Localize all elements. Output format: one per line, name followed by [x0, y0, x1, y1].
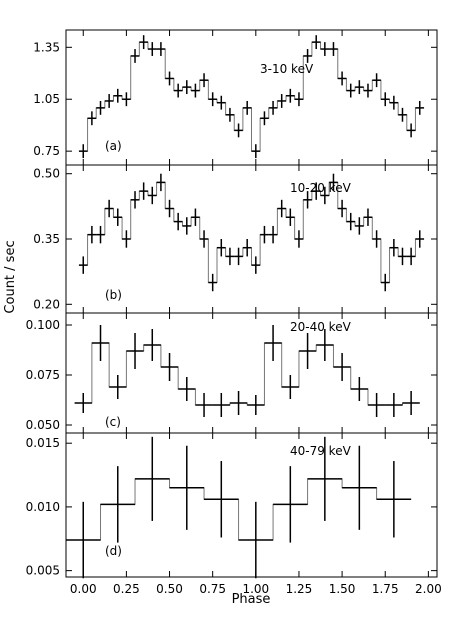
x-tick-label: 1.25 [286, 582, 313, 596]
panel-2-y-tick-label: 0.50 [33, 167, 60, 181]
panel-4-step-line [66, 478, 412, 541]
panel-3-energy-label: 20-40 keV [290, 320, 352, 334]
panel-4-energy-label: 40-79 keV [290, 444, 352, 458]
x-tick-label: 1.50 [329, 582, 356, 596]
x-tick-label: 1.00 [242, 582, 269, 596]
x-axis-label: Phase [232, 592, 271, 607]
panel-4-letter: (d) [105, 544, 122, 558]
panel-1-energy-label: 3-10 keV [260, 62, 314, 76]
panel-3-letter: (c) [105, 415, 121, 429]
panel-2-y-tick-label: 0.20 [33, 297, 60, 311]
panel-4-y-tick-label: 0.005 [26, 564, 60, 578]
panel-4-y-tick-label: 0.010 [26, 500, 60, 514]
panel-2-step-line [78, 181, 425, 284]
panel-2-energy-label: 10-20 keV [290, 181, 352, 195]
x-tick-label: 2.00 [415, 582, 442, 596]
panel-3-step-line [74, 342, 420, 406]
x-tick-label: 1.75 [372, 582, 399, 596]
panel-1-y-tick-label: 0.75 [33, 144, 60, 158]
panel-1-step-line [78, 41, 425, 152]
panel-2-letter: (b) [105, 288, 122, 302]
y-axis-label: Count / sec [3, 240, 18, 313]
panel-1-letter: (a) [105, 139, 122, 153]
panel-1-y-tick-label: 1.05 [33, 92, 60, 106]
x-tick-label: 0.25 [113, 582, 140, 596]
x-tick-label: 0.50 [156, 582, 183, 596]
panel-4-y-tick-label: 0.015 [26, 436, 60, 450]
panel-3-y-tick-label: 0.100 [26, 318, 60, 332]
panel-3-y-tick-label: 0.050 [26, 418, 60, 432]
panel-4-frame [65, 432, 438, 578]
panel-1-y-tick-label: 1.35 [33, 40, 60, 54]
x-tick-label: 0.00 [70, 582, 97, 596]
panel-2-y-tick-label: 0.35 [33, 232, 60, 246]
x-tick-label: 0.75 [199, 582, 226, 596]
panel-3-y-tick-label: 0.075 [26, 368, 60, 382]
panel-3-frame [65, 312, 438, 434]
